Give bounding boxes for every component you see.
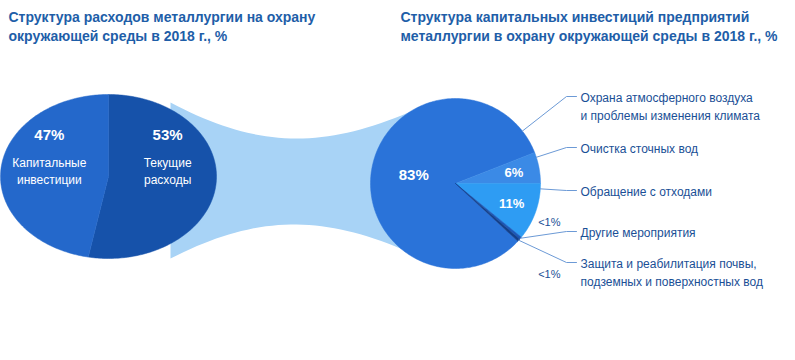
svg-text:Структура капитальных инвестиц: Структура капитальных инвестиций предпри… xyxy=(401,9,779,44)
svg-text:Капитальныеинвестиции: Капитальныеинвестиции xyxy=(12,156,86,187)
svg-text:Очистка сточных вод: Очистка сточных вод xyxy=(581,142,699,156)
svg-text:83%: 83% xyxy=(399,166,429,183)
svg-text:<1%: <1% xyxy=(538,216,561,228)
svg-text:11%: 11% xyxy=(499,196,525,211)
svg-text:Защита и реабилитация почвы,по: Защита и реабилитация почвы,подземных и … xyxy=(581,257,763,289)
svg-text:Текущиерасходы: Текущиерасходы xyxy=(144,156,192,187)
svg-text:53%: 53% xyxy=(153,126,183,143)
svg-text:6%: 6% xyxy=(505,165,524,180)
svg-text:47%: 47% xyxy=(34,126,64,143)
svg-text:Другие мероприятия: Другие мероприятия xyxy=(581,226,696,240)
svg-text:Структура расходов металлургии: Структура расходов металлургии на охрану… xyxy=(9,9,316,44)
svg-text:Обращение с отходами: Обращение с отходами xyxy=(581,185,712,199)
svg-text:<1%: <1% xyxy=(538,268,561,280)
svg-text:Охрана атмосферного воздухаи п: Охрана атмосферного воздухаи проблемы из… xyxy=(581,91,761,123)
